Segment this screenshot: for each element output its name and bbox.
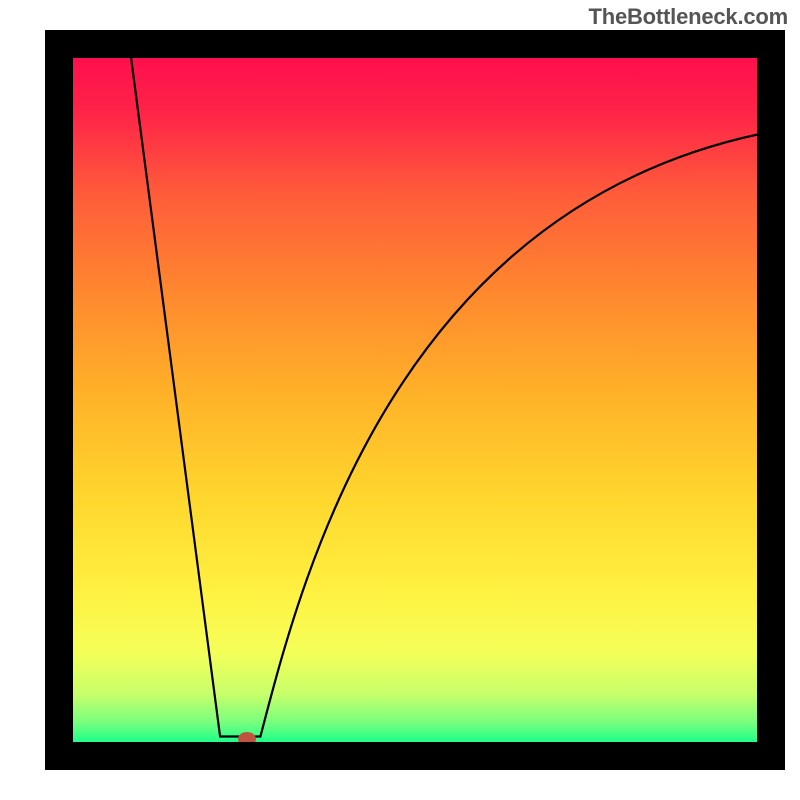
frame-right xyxy=(757,30,785,770)
frame-bottom xyxy=(45,742,785,770)
frame-left xyxy=(45,30,73,770)
frame-top xyxy=(45,30,785,58)
bottleneck-curve xyxy=(73,58,757,742)
attribution-text: TheBottleneck.com xyxy=(588,4,788,30)
